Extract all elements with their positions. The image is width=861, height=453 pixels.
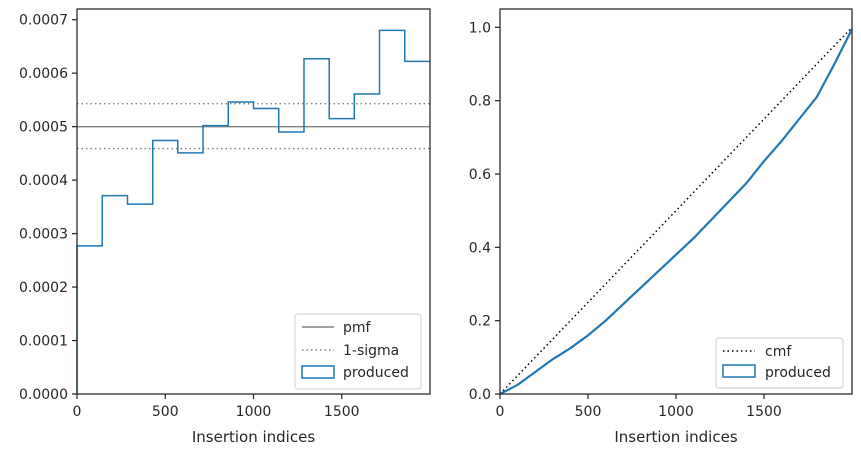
histogram-panel: 0 500 1000 1500 0.00000.00010.00020.00030.0… bbox=[19, 8, 431, 446]
y-tick-label: 0.8 bbox=[469, 94, 491, 110]
y-tick-label: 0.0001 bbox=[19, 334, 68, 350]
x-tick-label: 500 bbox=[152, 404, 179, 420]
legend-box bbox=[294, 313, 422, 390]
x-tick-label: 1500 bbox=[746, 404, 782, 420]
y-axis-ticks: 0.0 0.2 0.4 0.6 0.8 1.0 bbox=[469, 20, 500, 403]
y-tick-label: 0.0002 bbox=[19, 280, 68, 296]
legend-produced-label: produced bbox=[765, 365, 831, 381]
reference-lines bbox=[77, 102, 430, 150]
cumulative-panel: 0 500 1000 1500 0.0 0.2 0.4 0.6 0.8 1.0 Insertio… bbox=[469, 8, 853, 446]
y-tick-label: 1.0 bbox=[469, 20, 491, 36]
legend-pmf-label: pmf bbox=[343, 320, 372, 336]
y-tick-label: 0.0 bbox=[469, 387, 491, 403]
y-axis-ticks: 0.0000 0.0001 0.0002 0.0003 0.0004 0.0005 0.00… bbox=[19, 13, 77, 403]
x-tick-label: 1000 bbox=[658, 404, 694, 420]
series-group bbox=[499, 26, 853, 395]
legend-box bbox=[715, 337, 844, 389]
legend-1-sigma-label: 1-sigma bbox=[343, 343, 399, 359]
legend: pmf 1-sigma produced bbox=[294, 313, 422, 390]
y-tick-label: 0.2 bbox=[469, 314, 491, 330]
plot-frame bbox=[76, 8, 431, 395]
legend-produced-swatch bbox=[301, 365, 335, 379]
legend-produced-label: produced bbox=[343, 365, 409, 381]
y-tick-label: 0.4 bbox=[469, 240, 491, 256]
y-tick-label: 0.0006 bbox=[19, 66, 68, 82]
legend: cmf produced bbox=[715, 337, 844, 389]
y-tick-label: 0.0000 bbox=[19, 387, 68, 403]
plot-frame bbox=[499, 8, 853, 395]
y-tick-label: 0.0003 bbox=[19, 227, 68, 243]
y-tick-label: 0.0004 bbox=[19, 173, 68, 189]
x-tick-label: 0 bbox=[496, 404, 505, 420]
x-axis-label: Insertion indices bbox=[614, 428, 737, 446]
produced-step-line bbox=[76, 29, 430, 394]
cmf-line bbox=[499, 26, 853, 395]
legend-cmf-label: cmf bbox=[765, 344, 792, 360]
x-tick-label: 1000 bbox=[236, 404, 272, 420]
x-tick-label: 500 bbox=[575, 404, 602, 420]
produced-line bbox=[499, 28, 853, 395]
y-tick-label: 0.0007 bbox=[19, 13, 68, 29]
x-axis-label: Insertion indices bbox=[192, 428, 315, 446]
x-axis-ticks: 0 500 1000 1500 bbox=[496, 394, 782, 420]
x-axis-ticks: 0 500 1000 1500 bbox=[73, 394, 360, 420]
series-group bbox=[76, 29, 430, 394]
legend-produced-swatch bbox=[722, 364, 756, 378]
y-tick-label: 0.6 bbox=[469, 167, 491, 183]
x-tick-label: 0 bbox=[73, 404, 82, 420]
x-tick-label: 1500 bbox=[324, 404, 360, 420]
y-tick-label: 0.0005 bbox=[19, 120, 68, 136]
